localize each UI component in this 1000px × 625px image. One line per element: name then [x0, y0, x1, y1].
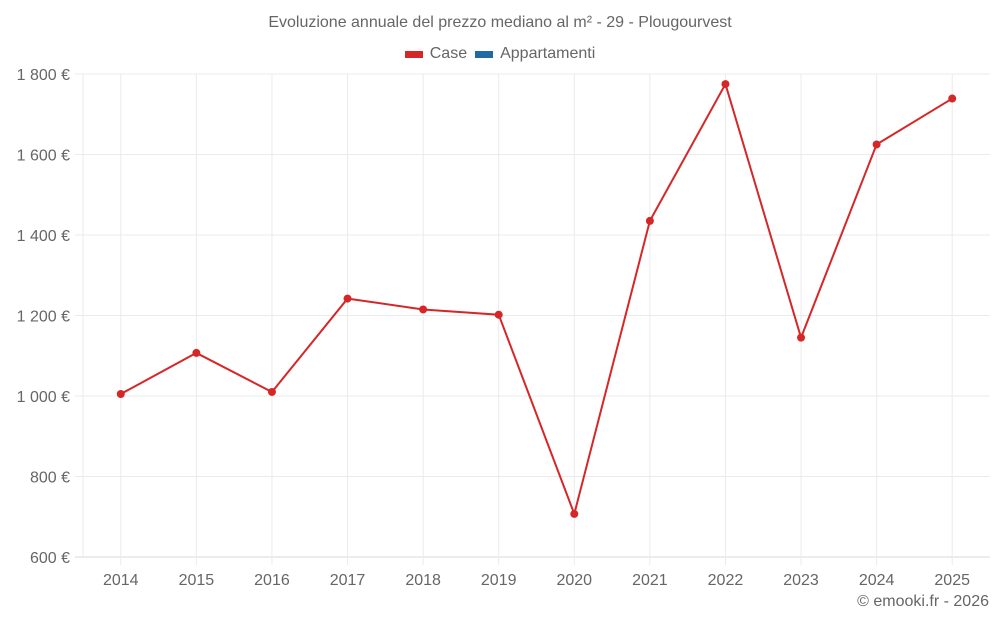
data-point[interactable]	[116, 389, 125, 398]
y-tick-label: 800 €	[30, 470, 70, 487]
y-tick-label: 600 €	[30, 550, 70, 567]
legend: Case Appartamenti	[0, 45, 1000, 63]
legend-label-appartamenti: Appartamenti	[500, 45, 596, 62]
x-axis: 2014 2015 2016 2017 2018 2019 2020 2021 2022 2023…	[103, 572, 970, 589]
data-point[interactable]	[797, 333, 806, 342]
x-tick-label: 2022	[708, 572, 744, 589]
x-tick-label: 2015	[179, 572, 215, 589]
data-point[interactable]	[343, 294, 352, 303]
data-point[interactable]	[948, 94, 957, 103]
copyright-footer: © emooki.fr - 2026	[857, 593, 989, 610]
y-tick-label: 1 200 €	[17, 309, 70, 326]
x-tick-label: 2019	[481, 572, 517, 589]
x-tick-label: 2017	[330, 572, 366, 589]
legend-item-appartamenti[interactable]: Appartamenti	[475, 45, 595, 63]
data-point[interactable]	[192, 348, 201, 357]
appartamenti-swatch-icon	[475, 50, 494, 58]
x-tick-label: 2021	[632, 572, 668, 589]
case-swatch-icon	[404, 50, 423, 58]
y-axis: 600 € 800 € 1 000 € 1 200 € 1 400 € 1 600 € 1 …	[17, 67, 70, 567]
x-tick-label: 2023	[783, 572, 819, 589]
data-point[interactable]	[267, 387, 276, 396]
x-tick-label: 2024	[859, 572, 895, 589]
y-tick-label: 1 600 €	[17, 148, 70, 165]
x-tick-label: 2016	[254, 572, 290, 589]
legend-item-case[interactable]: Case	[404, 45, 468, 63]
series-case	[116, 80, 957, 518]
grid	[75, 73, 990, 565]
chart-title: Evoluzione annuale del prezzo mediano al…	[268, 14, 732, 31]
legend-label-case: Case	[429, 45, 468, 62]
x-tick-label: 2025	[934, 572, 970, 589]
x-tick-label: 2014	[103, 572, 139, 589]
data-point[interactable]	[645, 216, 654, 225]
data-point[interactable]	[419, 305, 428, 314]
data-point[interactable]	[872, 140, 881, 149]
y-tick-label: 1 000 €	[17, 389, 70, 406]
data-point[interactable]	[570, 509, 579, 518]
data-point[interactable]	[721, 80, 730, 89]
x-tick-label: 2020	[556, 572, 592, 589]
data-point[interactable]	[494, 310, 503, 319]
x-tick-label: 2018	[405, 572, 441, 589]
y-tick-label: 1 400 €	[17, 228, 70, 245]
y-tick-label: 1 800 €	[17, 67, 70, 84]
series-line	[120, 81, 953, 518]
